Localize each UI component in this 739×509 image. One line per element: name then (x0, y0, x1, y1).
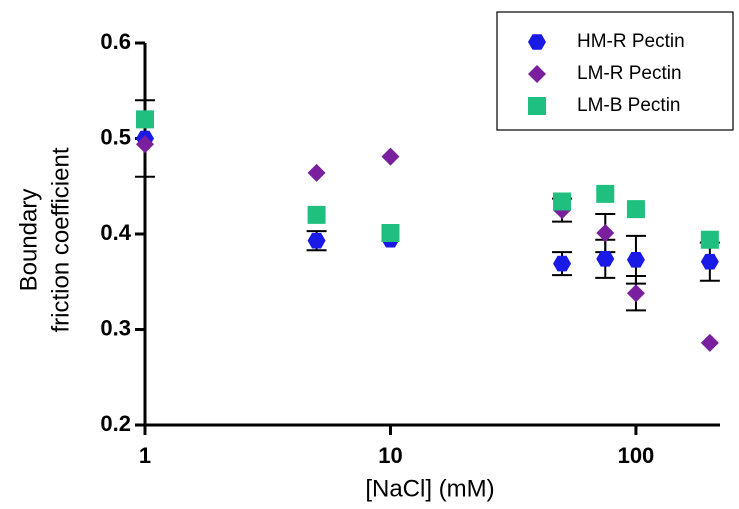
point (596, 224, 615, 243)
point (596, 251, 615, 267)
x-tick-label: 10 (378, 443, 402, 468)
point (626, 251, 645, 268)
point (700, 253, 719, 270)
point (700, 230, 719, 249)
point (553, 255, 572, 272)
x-tick-label: 1 (139, 443, 151, 468)
point (626, 284, 645, 303)
point (307, 205, 326, 224)
y-tick-label: 0.5 (100, 124, 131, 149)
legend-marker (528, 34, 546, 50)
point (381, 147, 400, 166)
y-tick-label: 0.3 (100, 315, 131, 340)
x-axis-label: [NaCl] (mM) (365, 475, 494, 502)
x-tick-label: 100 (618, 443, 655, 468)
legend-label: LM-R Pectin (577, 63, 682, 84)
point (307, 163, 326, 182)
point (136, 135, 154, 154)
y-axis-label: Boundary (15, 189, 42, 292)
y-tick-label: 0.2 (100, 411, 131, 436)
point (307, 232, 326, 249)
y-tick-label: 0.6 (100, 29, 131, 54)
point (553, 192, 572, 211)
legend-marker (528, 65, 546, 83)
y-tick-label: 0.4 (100, 220, 131, 245)
point (626, 200, 645, 219)
legend-label: HM-R Pectin (577, 31, 685, 52)
point (136, 110, 154, 129)
legend-marker (528, 97, 546, 115)
point (700, 333, 719, 352)
point (596, 184, 615, 203)
legend-label: LM-B Pectin (577, 95, 680, 116)
point (381, 224, 400, 243)
y-axis-label: friction coefficient (47, 147, 74, 332)
